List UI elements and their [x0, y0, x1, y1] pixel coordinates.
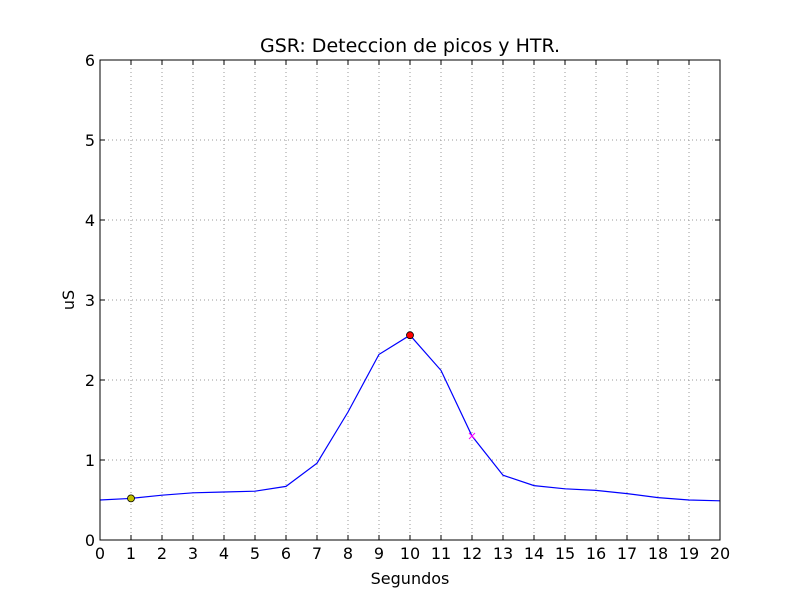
x-tick-label: 3 [188, 544, 198, 563]
y-axis: 0 1 2 3 4 5 6 [85, 51, 720, 550]
x-tick-label: 5 [250, 544, 260, 563]
y-tick-label: 5 [85, 131, 95, 150]
x-tick-label: 19 [679, 544, 699, 563]
htr-marker [468, 432, 476, 440]
y-tick-label: 0 [85, 531, 95, 550]
x-tick-label: 10 [400, 544, 420, 563]
x-axis-label: Segundos [371, 569, 450, 588]
x-tick-label: 4 [219, 544, 229, 563]
x-tick-label: 17 [617, 544, 637, 563]
x-tick-label: 7 [312, 544, 322, 563]
x-tick-label: 0 [95, 544, 105, 563]
y-tick-label: 1 [85, 451, 95, 470]
start-marker [127, 494, 135, 503]
y-tick-label: 6 [85, 51, 95, 70]
x-tick-label: 16 [586, 544, 606, 563]
grid [99, 59, 721, 541]
x-tick-label: 1 [126, 544, 136, 563]
y-tick-label: 2 [85, 371, 95, 390]
x-tick-label: 11 [431, 544, 451, 563]
x-tick-label: 18 [648, 544, 668, 563]
marker-layer [127, 331, 476, 503]
x-tick-label: 9 [374, 544, 384, 563]
x-axis: 0 1 2 3 4 5 6 7 8 9 10 11 12 13 14 15 16 17 18 19 20 [95, 60, 730, 563]
x-tick-label: 12 [462, 544, 482, 563]
y-tick-label: 4 [85, 211, 95, 230]
peak-marker [406, 331, 414, 340]
x-tick-label: 15 [555, 544, 575, 563]
x-tick-label: 6 [281, 544, 291, 563]
y-tick-label: 3 [85, 291, 95, 310]
chart-title: GSR: Deteccion de picos y HTR. [260, 35, 560, 57]
x-tick-label: 14 [524, 544, 544, 563]
x-tick-label: 20 [710, 544, 730, 563]
x-tick-label: 8 [343, 544, 353, 563]
x-tick-label: 2 [157, 544, 167, 563]
y-axis-label: uS [59, 290, 78, 310]
x-tick-label: 13 [493, 544, 513, 563]
